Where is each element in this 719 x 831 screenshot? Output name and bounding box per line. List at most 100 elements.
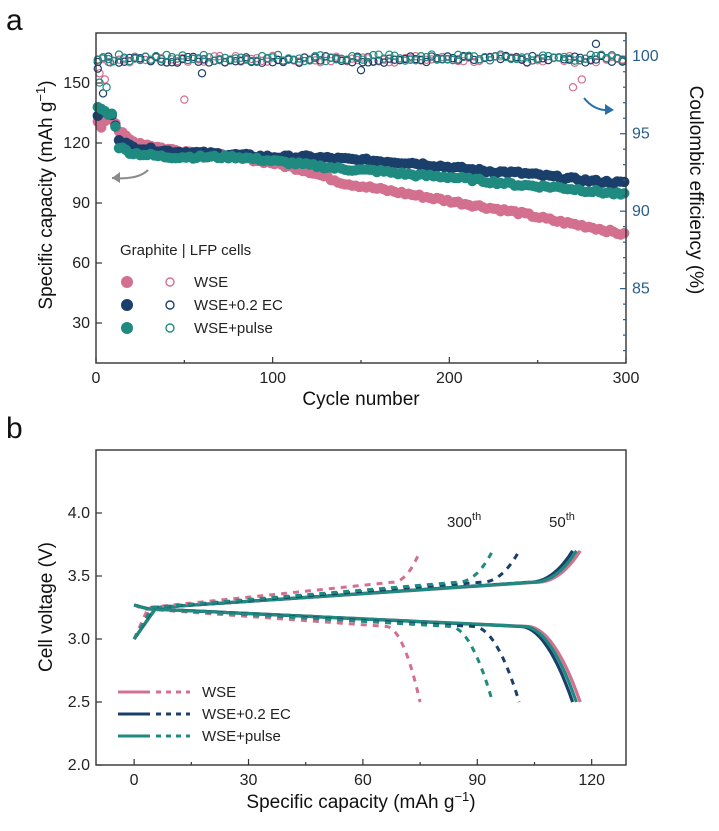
- panel-b-frame: [95, 449, 627, 766]
- ce-point: [263, 57, 272, 66]
- panel-a-ticks: 0 100 200 300 30 60 90 120 150 85 90 95 100: [63, 40, 659, 387]
- y-tick-label-b: 3.0: [68, 631, 90, 648]
- capacity-point: [106, 108, 118, 119]
- ce-point: [395, 54, 405, 63]
- ce-point: [559, 55, 569, 64]
- ce-outlier-point: [93, 64, 102, 73]
- y2-tick-label-a: 95: [632, 126, 650, 143]
- ce-point: [125, 53, 134, 63]
- ce-point: [575, 56, 585, 65]
- ce-outlier-point: [568, 83, 578, 92]
- legend-wse-ce-marker: [165, 277, 175, 287]
- y2-tick-label-a: 90: [632, 203, 650, 220]
- ce-point: [236, 53, 246, 62]
- ce-point: [289, 55, 299, 64]
- y-tick-label-b: 2.0: [68, 757, 90, 774]
- y-tick-label-a: 150: [63, 75, 90, 92]
- ce-point: [247, 56, 256, 66]
- ce-point: [379, 58, 389, 67]
- ce-point: [501, 52, 511, 62]
- x-tick-label-a: 300: [613, 370, 640, 387]
- ce-point: [353, 53, 362, 63]
- ce-point: [517, 55, 526, 64]
- ce-point: [453, 50, 463, 60]
- legend-wse-capacity-marker: [121, 276, 133, 288]
- ce-point: [268, 53, 277, 62]
- ce-point: [427, 55, 436, 64]
- legend-ec-ce-marker: [165, 300, 175, 310]
- ce-point: [178, 51, 187, 60]
- ce-outlier-point: [102, 83, 111, 92]
- ce-point: [443, 54, 452, 64]
- ce-point: [257, 51, 267, 61]
- ce-point: [183, 52, 193, 62]
- ce-point: [363, 52, 373, 62]
- ce-point: [204, 58, 214, 67]
- ce-point: [167, 52, 177, 62]
- legend-pulse-capacity-marker: [121, 322, 133, 334]
- arrow-head-left: [112, 172, 120, 183]
- legend-b-wse-label: WSE: [202, 684, 236, 701]
- panel-a-xlabel: Cycle number: [302, 389, 420, 410]
- x-tick-label-b: 30: [240, 772, 258, 789]
- ce-point: [581, 58, 590, 67]
- ce-point: [300, 56, 309, 66]
- ce-point: [522, 58, 532, 67]
- ce-point: [459, 52, 468, 62]
- ce-markers: [93, 39, 627, 104]
- ce-point: [199, 50, 208, 60]
- ce-point: [544, 51, 553, 61]
- ce-point: [491, 52, 500, 61]
- ce-point: [316, 51, 325, 60]
- panel-b-ylabel: Cell voltage (V): [36, 542, 57, 672]
- ce-point: [114, 58, 124, 67]
- ce-point: [369, 57, 378, 66]
- ce-point: [125, 56, 134, 66]
- ce-point: [310, 56, 320, 65]
- ce-point: [109, 56, 118, 66]
- ce-point: [554, 53, 564, 62]
- ce-point: [157, 57, 166, 66]
- legend-ec-capacity-marker: [121, 299, 133, 311]
- ce-point: [263, 53, 272, 63]
- legend-title: Graphite | LFP cells: [120, 242, 251, 259]
- ce-point: [565, 54, 574, 63]
- ce-point: [183, 55, 193, 65]
- ce-point: [528, 56, 537, 65]
- ce-point: [544, 55, 553, 65]
- panel-b-chart: 0 30 60 90 120 2.0 2.5 3.0 3.5 4.0 Specific capac…: [36, 449, 627, 813]
- ce-point: [162, 50, 171, 60]
- ce-point: [358, 58, 367, 67]
- x-tick-label-b: 0: [130, 772, 139, 789]
- ce-point: [432, 55, 442, 64]
- ce-point: [188, 54, 198, 64]
- ce-point: [512, 54, 521, 64]
- panel-a-label: a: [6, 4, 23, 37]
- ce-point: [241, 54, 251, 64]
- x-tick-label-b: 60: [354, 772, 372, 789]
- ce-point: [279, 56, 288, 65]
- ce-point: [347, 58, 357, 67]
- panel-b-ticks: 0 30 60 90 120 2.0 2.5 3.0 3.5 4.0: [68, 505, 605, 789]
- ce-point: [294, 54, 304, 63]
- ce-point: [549, 53, 558, 62]
- x-tick-label-b: 90: [468, 772, 486, 789]
- y2-tick-label-a: 100: [632, 48, 659, 65]
- ce-point: [612, 53, 622, 63]
- ce-point: [284, 54, 293, 63]
- ce-point: [98, 53, 108, 62]
- ce-point: [252, 56, 261, 66]
- ce-point: [104, 52, 113, 61]
- ce-point: [538, 54, 548, 63]
- ce-point: [268, 58, 277, 67]
- panel-a-chart: 0 100 200 300 30 60 90 120 150 85 90 95 100 Cycle nu…: [33, 32, 706, 410]
- ce-point: [120, 57, 129, 66]
- ce-point: [496, 50, 505, 59]
- legend-pulse-label: WSE+pulse: [194, 320, 273, 337]
- ce-point: [273, 55, 283, 65]
- voltage-curve-discharge: [133, 603, 578, 703]
- legend-ec-label: WSE+0.2 EC: [194, 297, 283, 314]
- ce-point: [374, 56, 383, 65]
- annotation-300th: 300th: [447, 511, 481, 531]
